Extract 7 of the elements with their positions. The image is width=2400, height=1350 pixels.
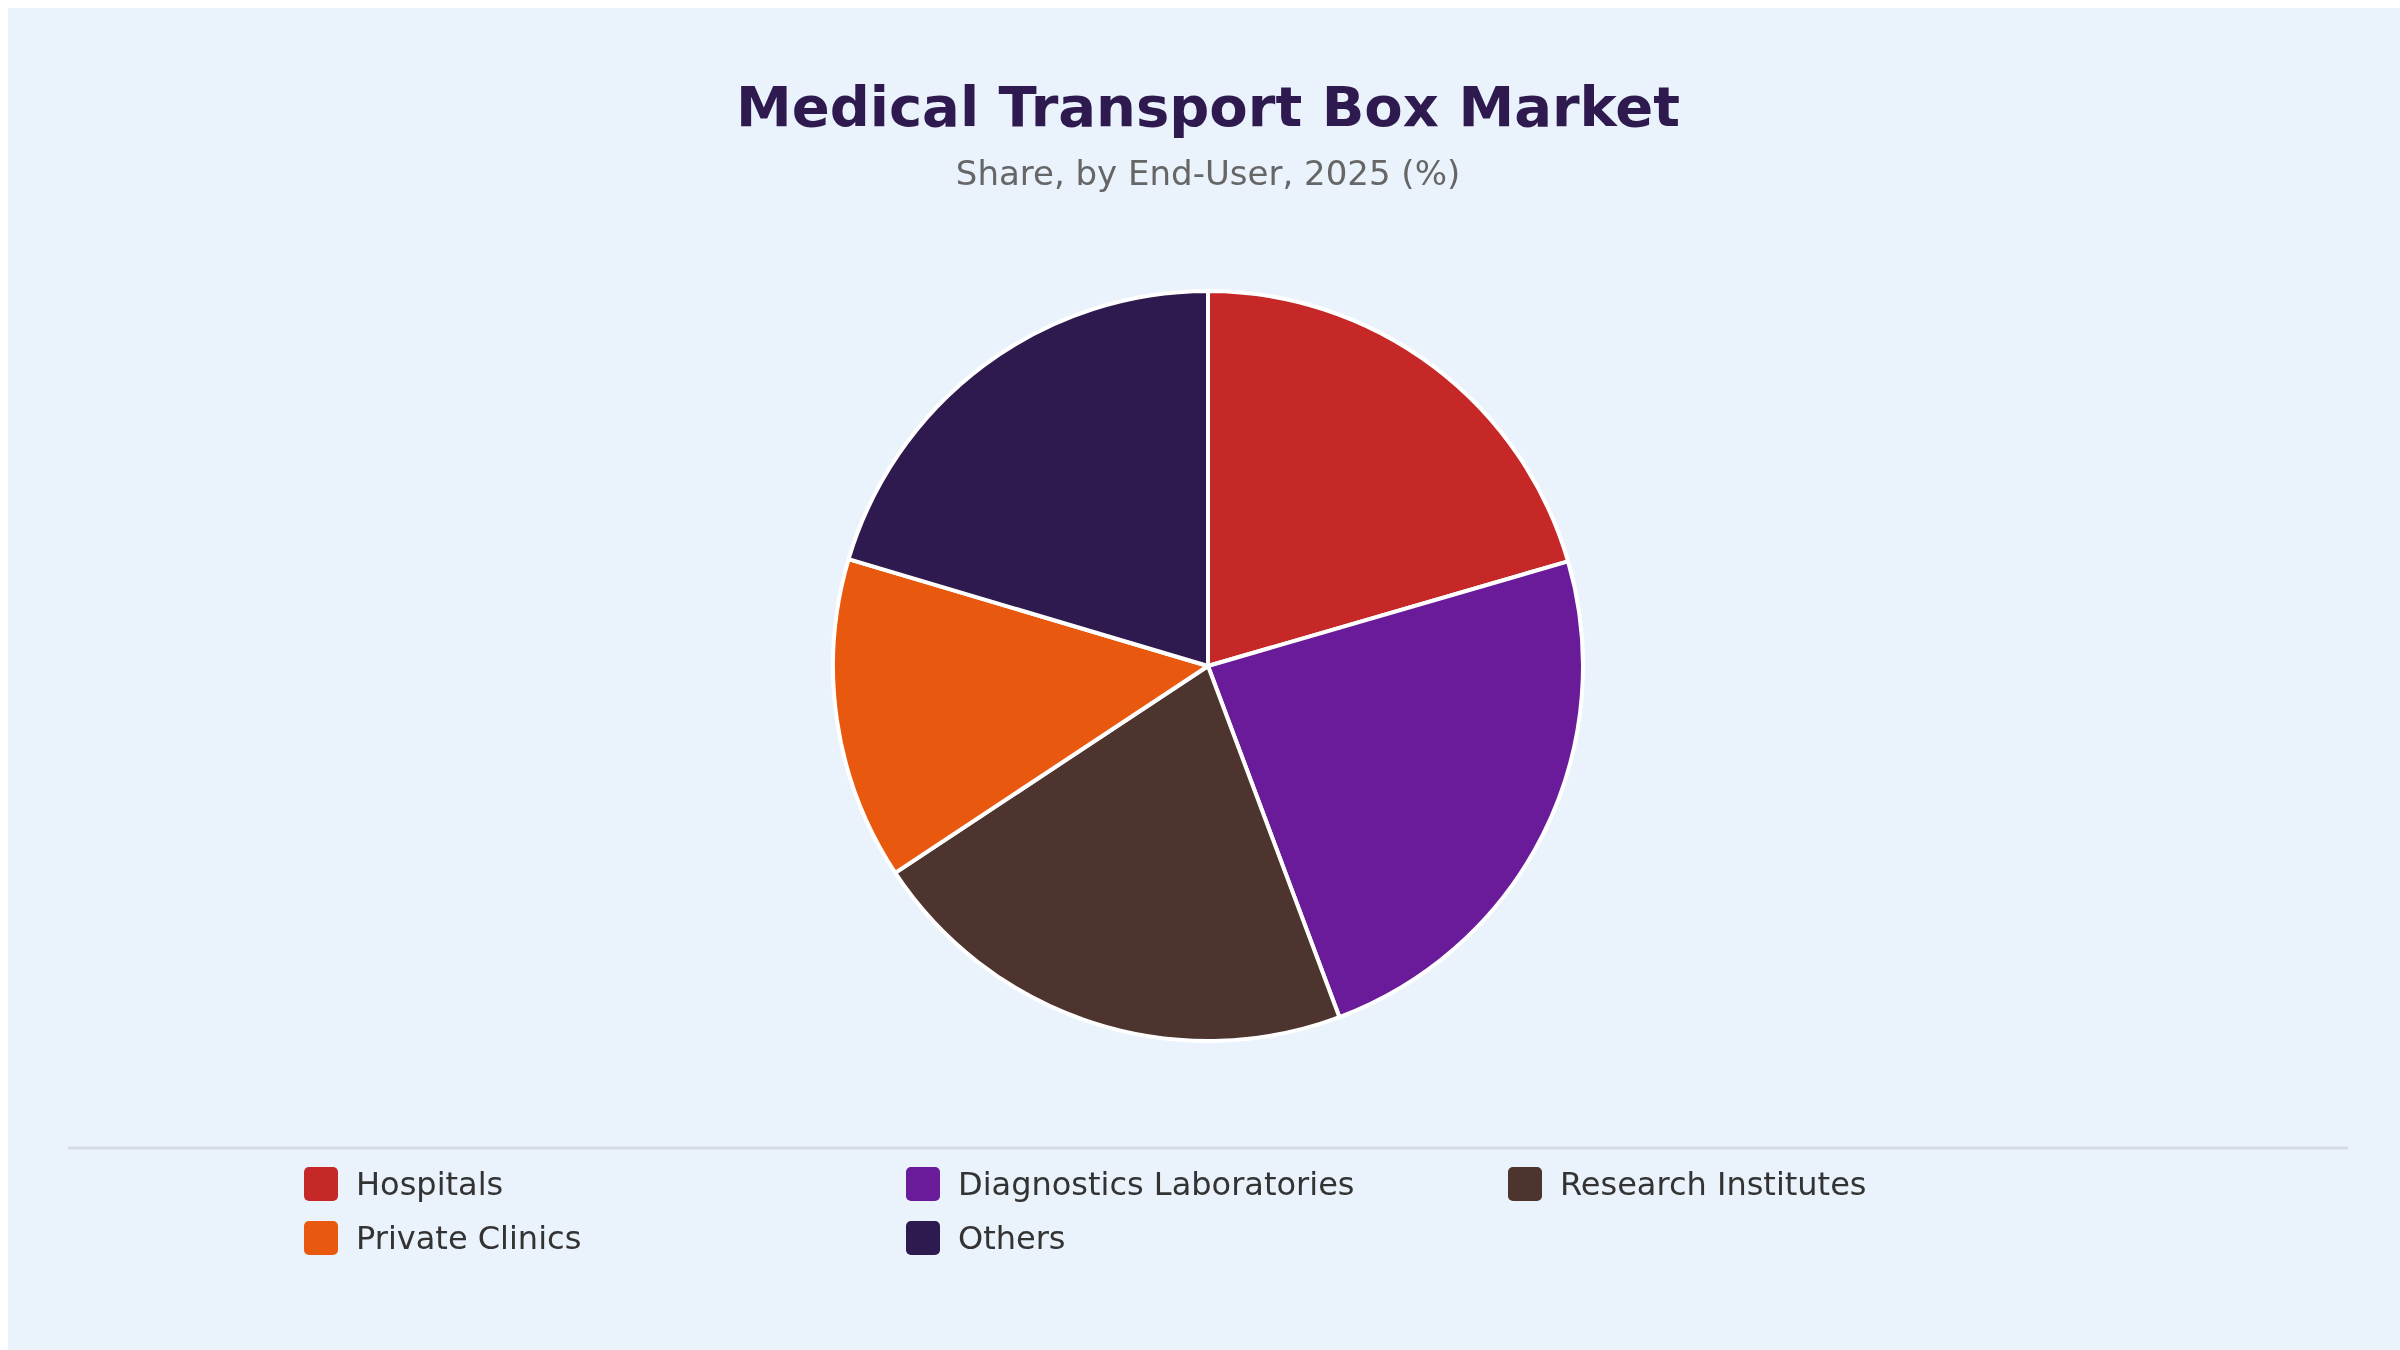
legend-label: Private Clinics	[356, 1219, 582, 1257]
legend-label: Others	[958, 1219, 1066, 1257]
legend-label: Diagnostics Laboratories	[958, 1165, 1355, 1203]
legend-label: Research Institutes	[1560, 1165, 1867, 1203]
chart-subtitle: Share, by End-User, 2025 (%)	[955, 153, 1461, 193]
chart-title: Medical Transport Box Market	[735, 74, 1681, 139]
legend-label: Hospitals	[356, 1165, 504, 1203]
